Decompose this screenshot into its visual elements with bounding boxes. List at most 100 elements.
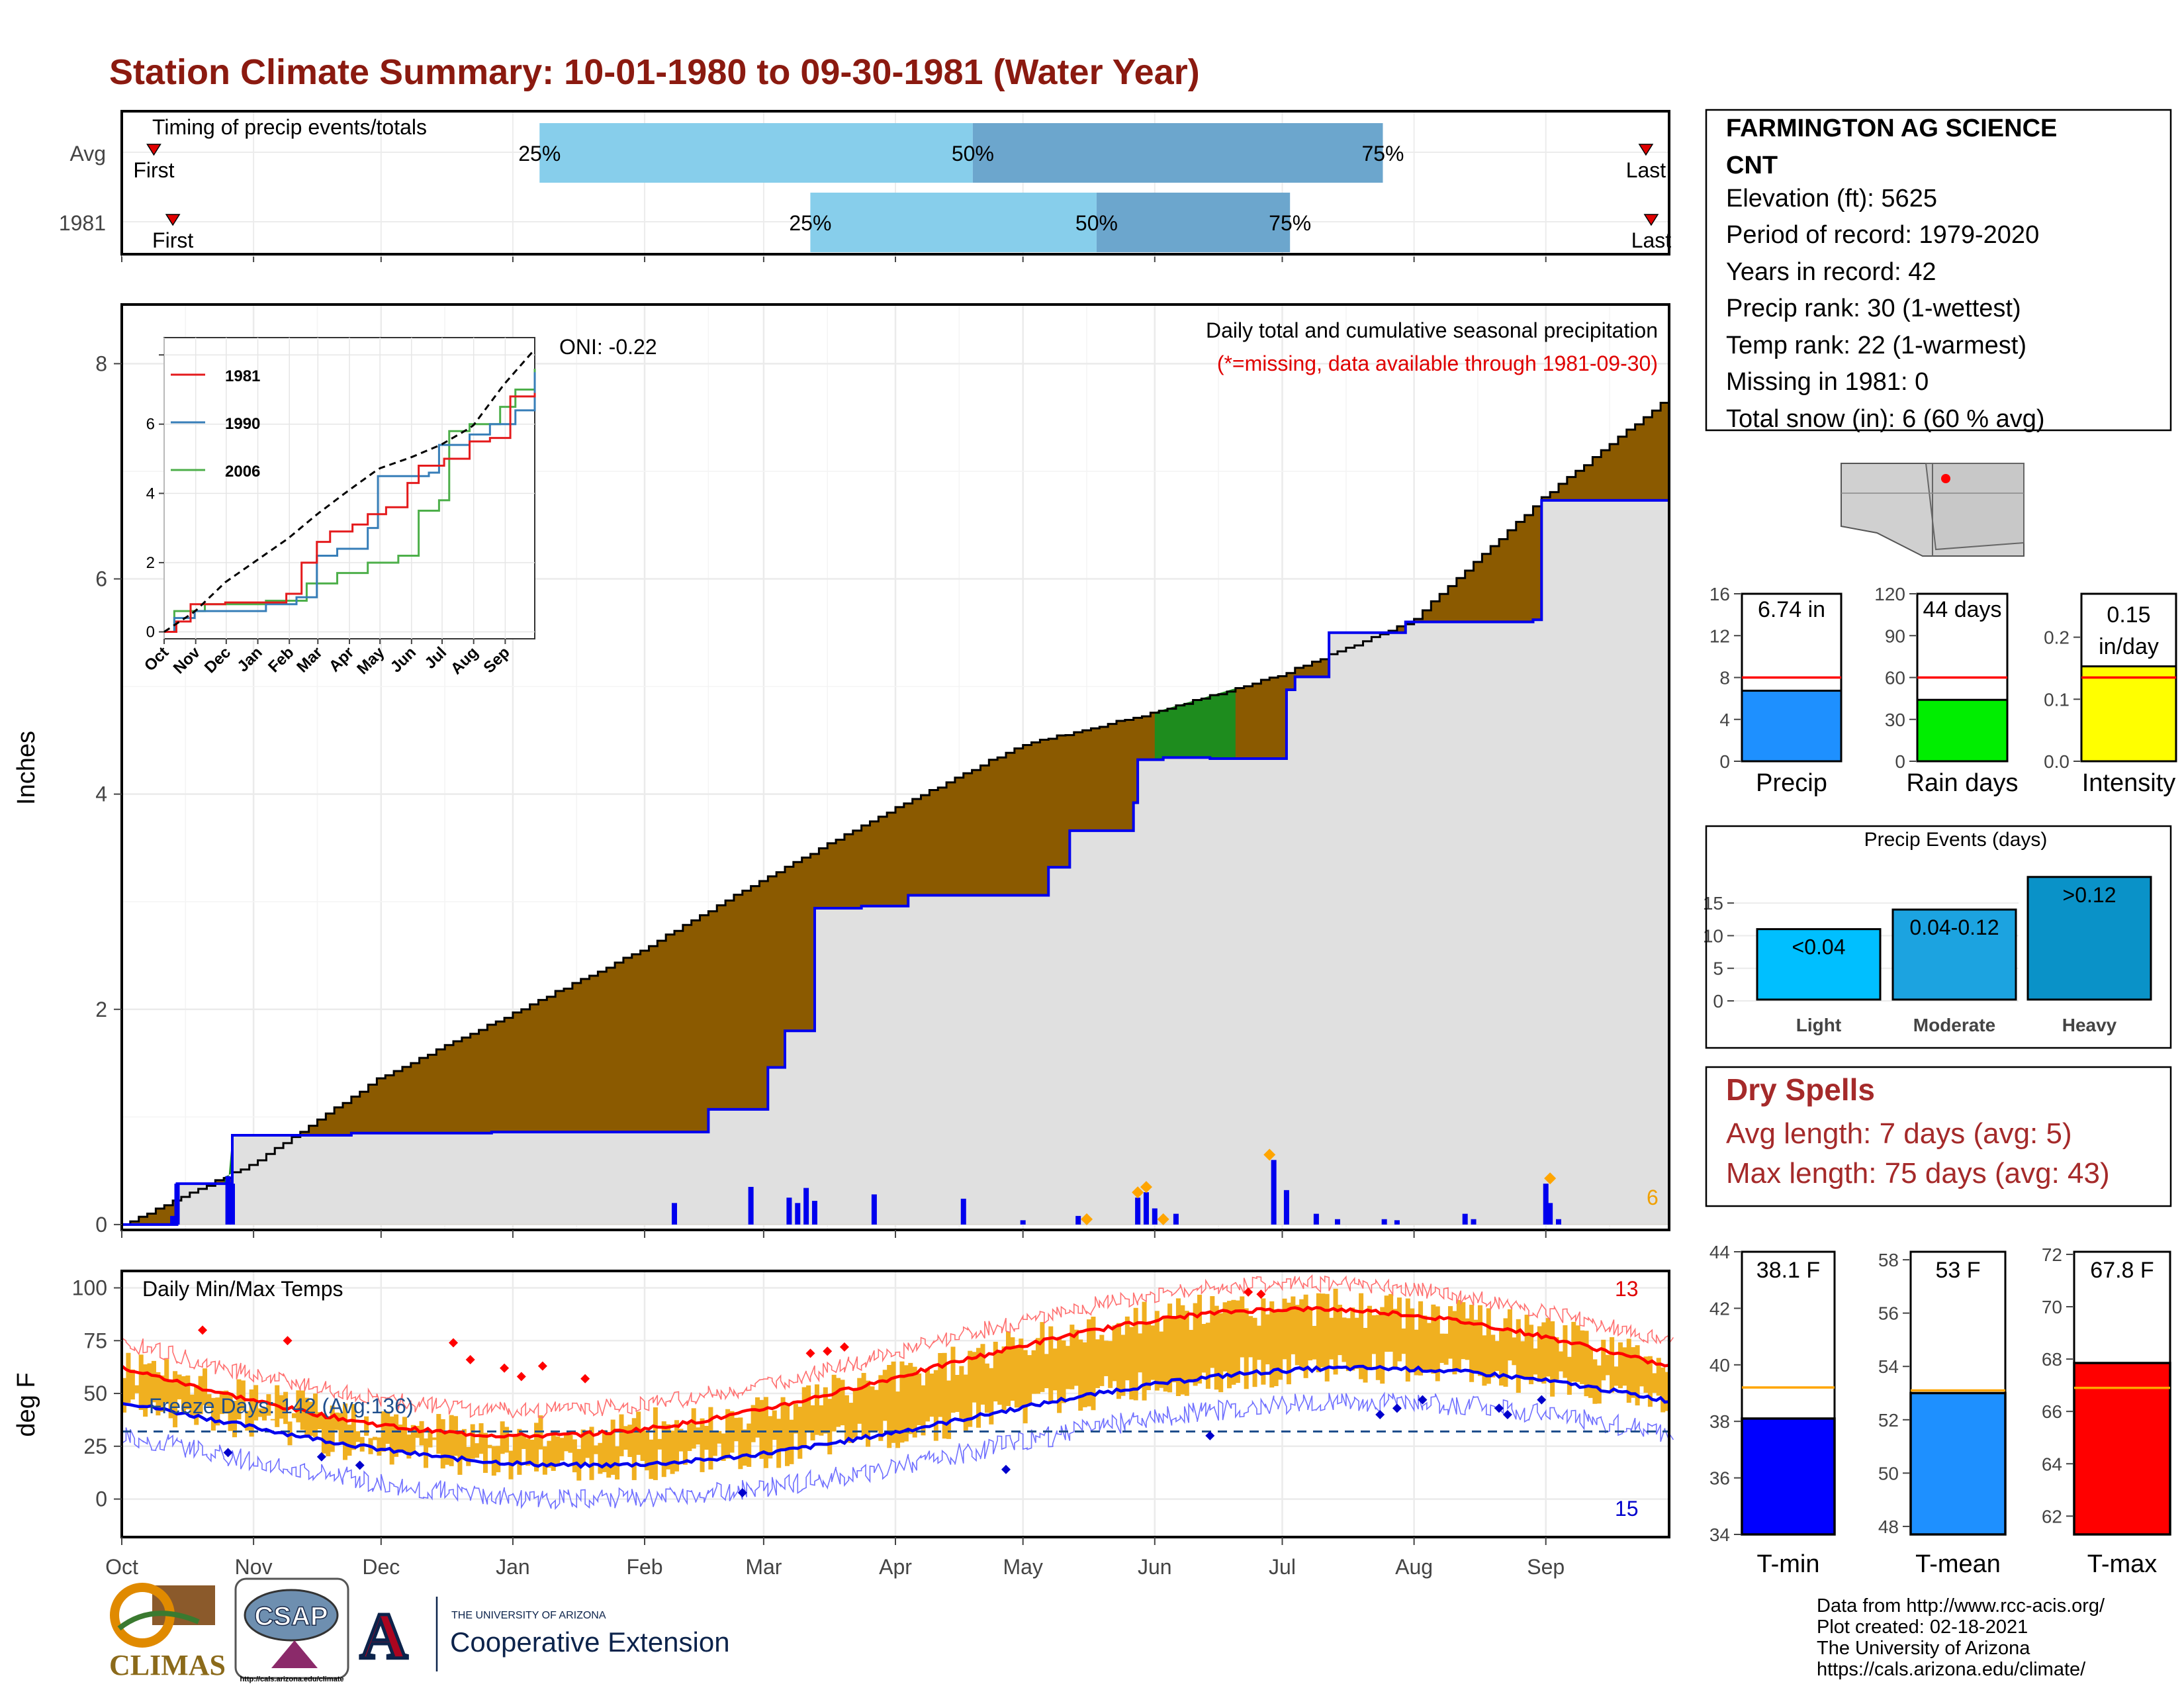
daily-precip-bar	[811, 1201, 817, 1225]
daily-temp-bar	[1150, 1325, 1156, 1380]
year-last-label: Last	[1631, 228, 1672, 252]
daily-temp-bar	[1048, 1326, 1054, 1402]
daily-temp-bar	[627, 1425, 633, 1458]
dry-spells-frame	[1705, 1066, 2172, 1207]
daily-temp-bar	[1473, 1319, 1479, 1372]
temp-bar-tick-label: 50	[1878, 1463, 1899, 1483]
daily-temp-bar	[687, 1423, 692, 1452]
daily-temp-bar	[147, 1363, 152, 1409]
temperature-panel: 0 25 50 75 100 Oct Nov Dec Jan Feb Mar Apr May Jun Ju…	[13, 1270, 1674, 1579]
daily-temp-bar	[857, 1378, 862, 1424]
daily-temp-bar	[1175, 1298, 1181, 1397]
daily-temp-bar	[224, 1390, 229, 1414]
record-high-marker	[823, 1346, 833, 1356]
events-category-label: Heavy	[2062, 1015, 2117, 1035]
daily-temp-bar	[1099, 1335, 1105, 1386]
daily-temp-bar	[1656, 1358, 1661, 1396]
daily-temp-bar	[997, 1350, 1003, 1405]
daily-precip-bar	[230, 1184, 235, 1225]
timing-panel-frame	[120, 110, 1670, 256]
daily-temp-bar	[793, 1403, 798, 1434]
daily-temp-bar	[1006, 1331, 1011, 1407]
daily-temp-bar	[406, 1434, 412, 1459]
daily-temp-bar	[1087, 1319, 1092, 1407]
daily-temp-bar	[1248, 1316, 1253, 1358]
daily-temp-bar	[410, 1425, 416, 1452]
daily-temp-bar	[1112, 1325, 1117, 1382]
daily-temp-bar	[912, 1366, 917, 1438]
daily-temp-bar	[1520, 1341, 1525, 1377]
snow-day-marker	[1132, 1186, 1144, 1199]
daily-temp-bar	[1184, 1311, 1189, 1396]
dry-spells-avg: Avg length: 7 days (avg: 5)	[1726, 1117, 2072, 1150]
daily-precip-bar	[795, 1203, 801, 1225]
daily-temp-bar	[733, 1417, 739, 1442]
summary-bar-tick-label: 8	[1719, 668, 1730, 688]
temp-bar-value: 67.8 F	[2090, 1258, 2154, 1283]
temp-bar-tick-label: 52	[1878, 1410, 1899, 1430]
precip-y-tick-label: 8	[95, 352, 107, 375]
snow-day-marker	[1157, 1213, 1169, 1225]
inset-x-tick-label: Mar	[293, 643, 326, 676]
daily-temp-bar	[1575, 1325, 1580, 1382]
daily-temp-bar	[1375, 1315, 1381, 1380]
daily-temp-bar	[921, 1385, 926, 1436]
footer-plot-date: Plot created: 02-18-2021	[1817, 1617, 2028, 1638]
daily-temp-bar	[682, 1430, 688, 1465]
daily-temp-bar	[1273, 1311, 1279, 1386]
daily-precip-bar	[871, 1194, 877, 1225]
daily-temp-bar	[742, 1429, 747, 1466]
events-bar-heavy	[2026, 876, 2152, 1001]
daily-temp-bar	[1138, 1333, 1143, 1373]
daily-temp-bar	[122, 1378, 127, 1413]
daily-temp-bar	[1329, 1317, 1334, 1360]
daily-temp-bar	[1647, 1356, 1653, 1407]
daily-temp-bar	[619, 1414, 624, 1456]
daily-temp-bar	[1333, 1288, 1338, 1375]
record-low-marker	[1375, 1409, 1385, 1419]
summary-bar-tick-label: 0	[1895, 751, 1905, 772]
record-high-marker	[500, 1363, 510, 1373]
daily-temp-bars	[122, 1288, 1670, 1481]
daily-temp-bar	[1256, 1325, 1261, 1360]
inset-x-tick-label: Feb	[265, 643, 297, 676]
daily-temp-bar	[874, 1389, 879, 1431]
daily-temp-bar	[1529, 1325, 1534, 1385]
month-tick-label: Nov	[235, 1555, 273, 1579]
summary-bar-value-unit: in/day	[2099, 634, 2159, 659]
daily-temp-bar	[1069, 1325, 1075, 1389]
daily-temp-bar	[1282, 1298, 1287, 1360]
station-years: Years in record: 42	[1726, 258, 1936, 286]
daily-temp-bar	[449, 1415, 454, 1466]
temp-y-tick-label: 0	[95, 1487, 107, 1511]
record-high-marker	[516, 1372, 526, 1382]
ua-logo-big-text: Cooperative Extension	[450, 1626, 730, 1658]
daily-temp-bar	[933, 1370, 938, 1441]
summary-bar-label: Precip	[1756, 769, 1827, 797]
daily-temp-bar	[173, 1371, 178, 1428]
daily-temp-bar	[938, 1352, 943, 1417]
daily-temp-bar	[700, 1418, 705, 1472]
temp-bar-tick-label: 34	[1709, 1524, 1730, 1545]
csap-logo-mountain	[271, 1640, 318, 1668]
daily-temp-bar	[1580, 1330, 1585, 1384]
daily-temp-bar	[385, 1411, 390, 1444]
daily-temp-bar	[1512, 1337, 1517, 1366]
daily-temp-bar	[1265, 1314, 1270, 1365]
record-low-marker	[1502, 1409, 1512, 1419]
daily-temp-bar	[219, 1391, 224, 1415]
daily-temp-bar	[568, 1434, 573, 1453]
precip-y-tick-label: 2	[95, 998, 107, 1021]
daily-temp-bar	[801, 1387, 807, 1446]
station-info-frame	[1705, 109, 2172, 432]
daily-temp-bar	[177, 1374, 182, 1399]
logos: CLIMAS CSAP http://cals.arizona.edu/clim…	[109, 1577, 730, 1683]
summary-bar-tick-label: 90	[1885, 626, 1905, 646]
daily-temp-bar	[1435, 1306, 1440, 1382]
freeze-days-label: Freeze Days: 142 (Avg:136)	[149, 1394, 414, 1418]
daily-temp-bar	[1124, 1316, 1130, 1381]
daily-precip-bar	[1152, 1208, 1158, 1225]
avg-p25-label: 25%	[518, 142, 561, 165]
daily-temp-bar	[704, 1426, 709, 1450]
temp-bar-label: T-min	[1757, 1550, 1820, 1578]
